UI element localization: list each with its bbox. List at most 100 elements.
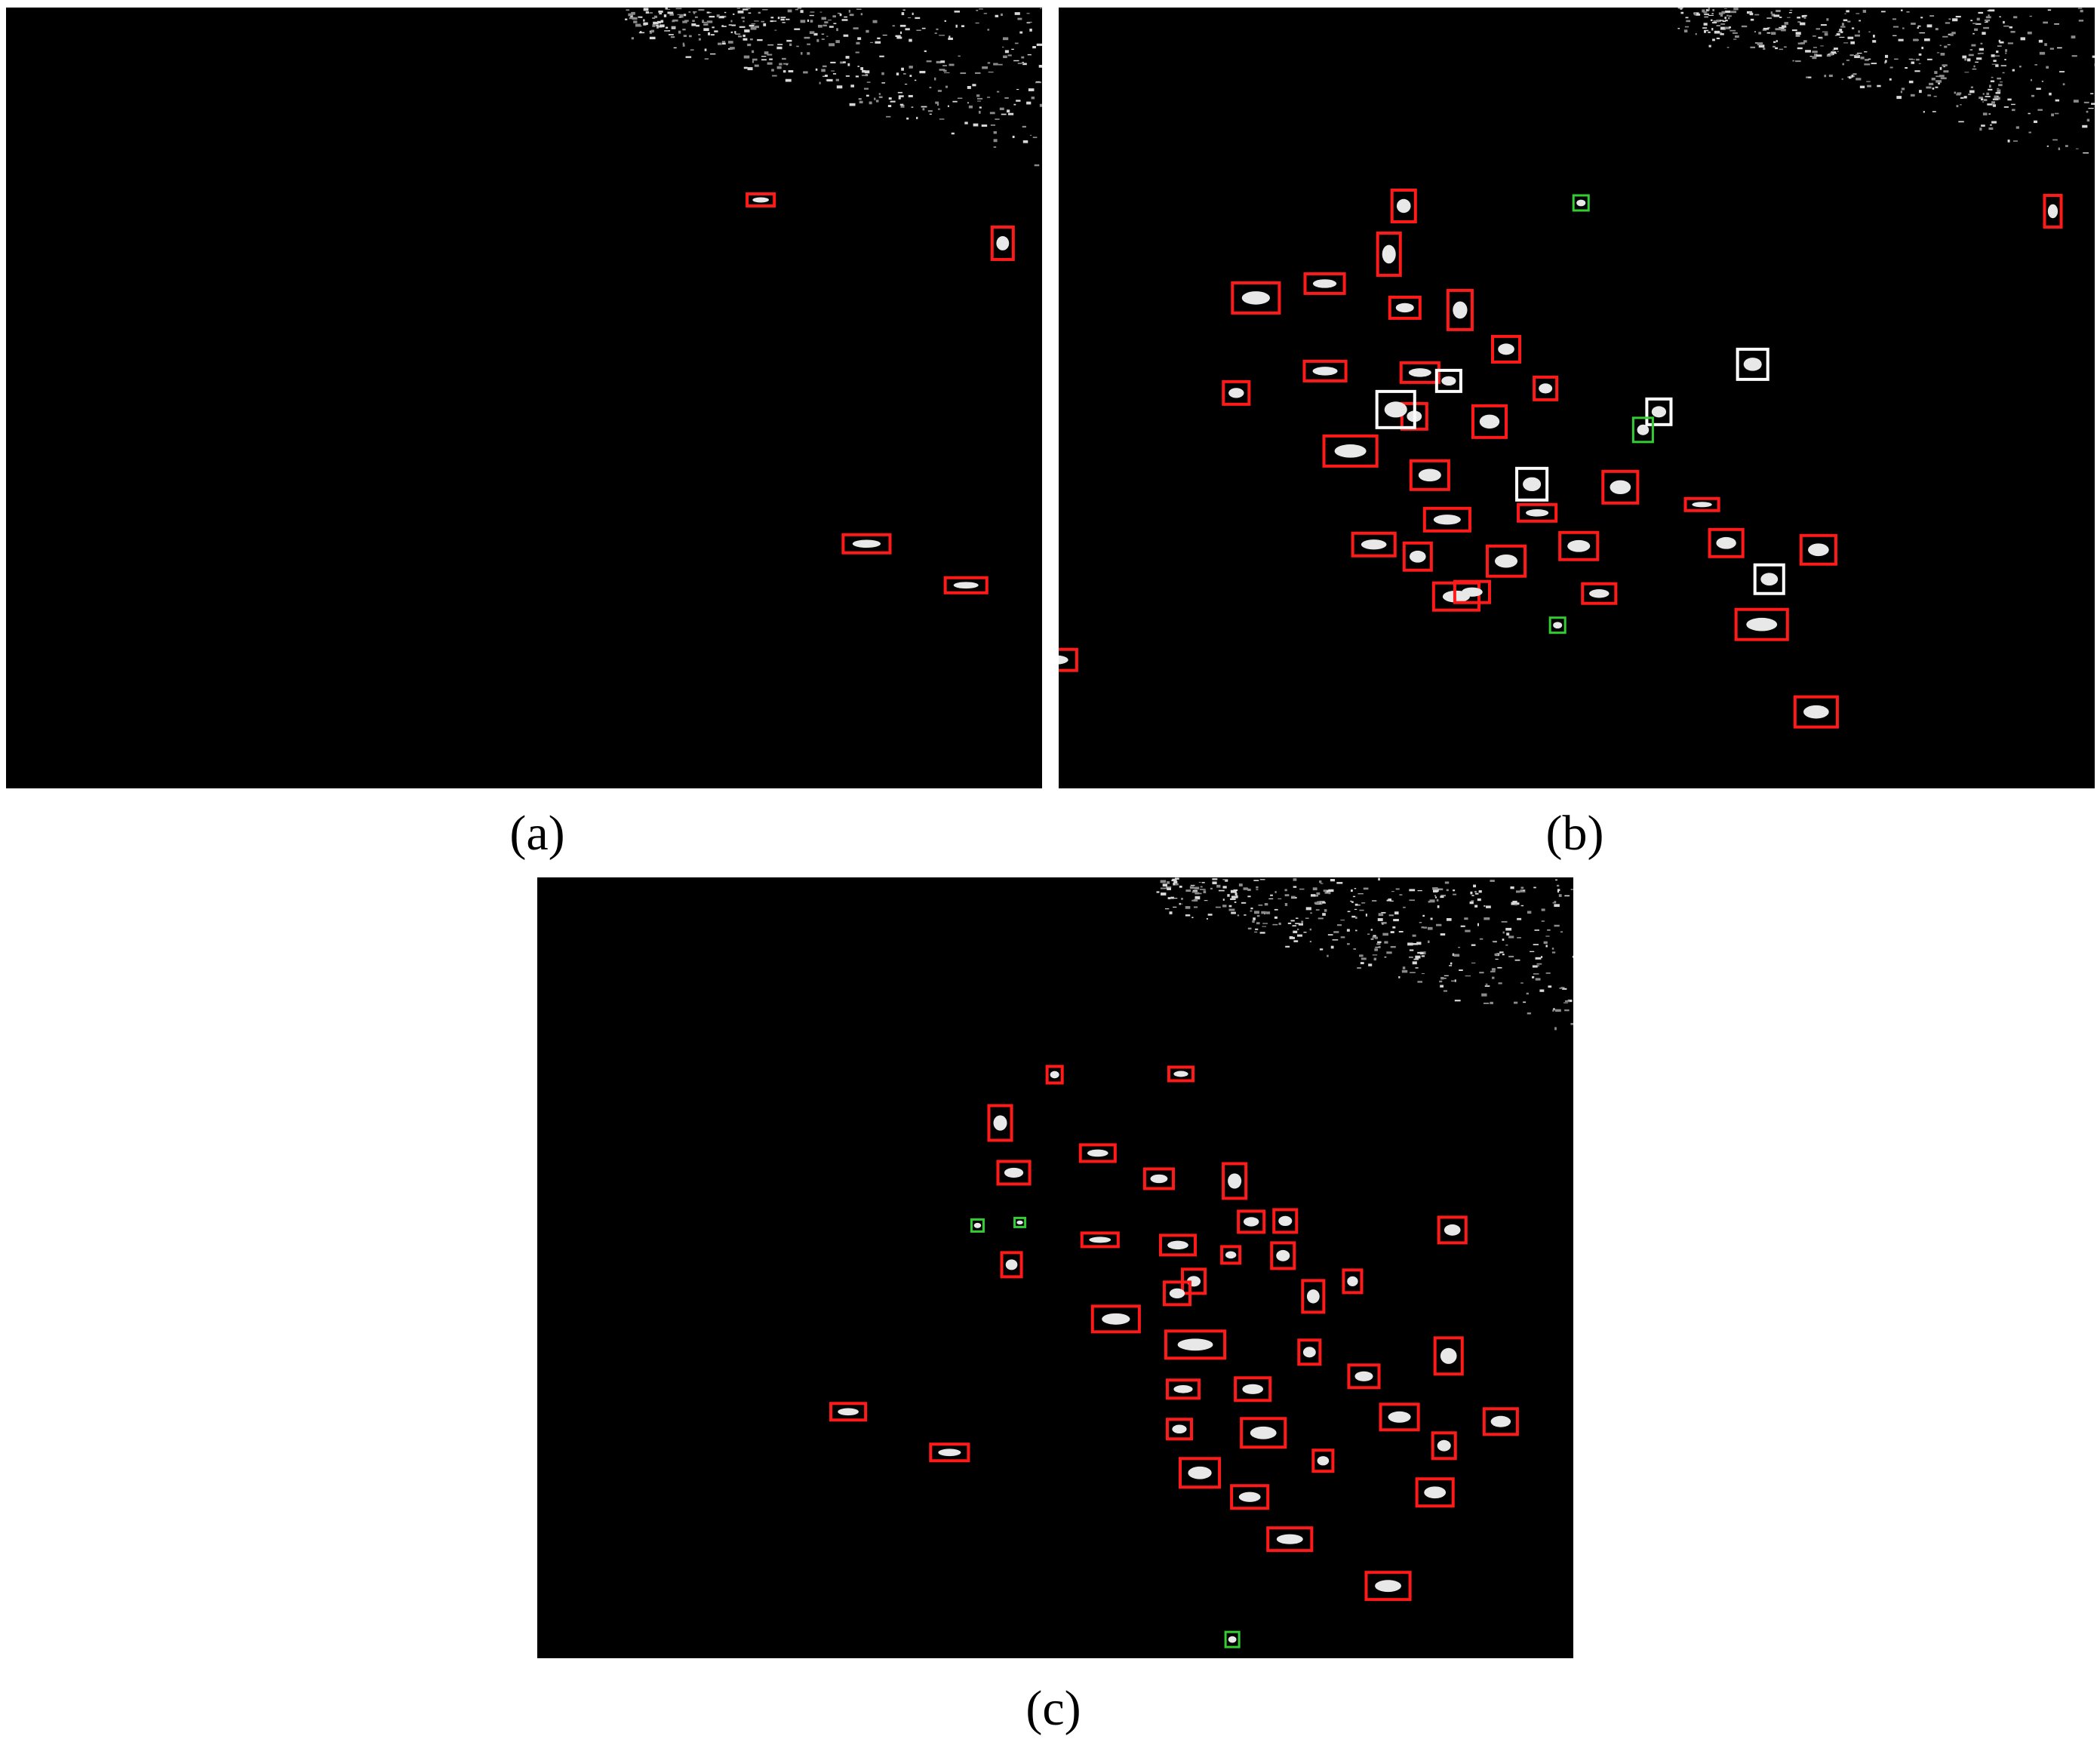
detection-box xyxy=(1453,579,1491,604)
detection-box xyxy=(1272,1208,1299,1234)
clutter-speck xyxy=(1336,882,1343,884)
clutter-speck xyxy=(1194,886,1200,889)
clutter-speck xyxy=(1956,94,1961,96)
clutter-speck xyxy=(1173,883,1177,886)
clutter-speck xyxy=(652,17,656,19)
clutter-speck xyxy=(1973,65,1975,68)
detection-box xyxy=(1220,1245,1242,1265)
clutter-speck xyxy=(1261,911,1266,914)
clutter-speck xyxy=(789,43,792,47)
clutter-speck xyxy=(1003,55,1007,58)
target-blob xyxy=(973,1222,982,1228)
clutter-speck xyxy=(822,24,827,27)
clutter-speck xyxy=(752,50,755,54)
clutter-speck xyxy=(2005,52,2007,54)
detection-box xyxy=(1059,647,1078,672)
clutter-speck xyxy=(1185,906,1191,909)
clutter-speck xyxy=(1991,101,1995,104)
clutter-speck xyxy=(915,17,921,20)
clutter-speck xyxy=(935,101,939,104)
detection-box xyxy=(1297,1338,1322,1366)
clutter-speck xyxy=(1894,58,1899,60)
clutter-speck xyxy=(948,37,953,40)
clutter-speck xyxy=(703,28,709,32)
clutter-speck xyxy=(1846,60,1850,61)
clutter-speck xyxy=(1351,889,1353,892)
clutter-speck xyxy=(2055,99,2060,102)
clutter-speck xyxy=(1988,88,1993,91)
clutter-speck xyxy=(1960,104,1962,106)
clutter-speck xyxy=(1848,76,1852,79)
clutter-speck xyxy=(1724,26,1731,29)
clutter-speck xyxy=(1982,32,1986,35)
clutter-speck xyxy=(888,97,892,100)
clutter-speck xyxy=(1032,137,1038,138)
clutter-speck xyxy=(1415,955,1421,959)
clutter-speck xyxy=(809,31,815,35)
clutter-speck xyxy=(1911,61,1915,64)
clutter-speck xyxy=(999,107,1004,110)
clutter-speck xyxy=(1543,941,1548,945)
clutter-speck xyxy=(1484,905,1486,907)
clutter-speck xyxy=(1716,25,1720,27)
clutter-speck xyxy=(1997,89,2001,93)
clutter-speck xyxy=(1324,909,1327,912)
target-blob xyxy=(1808,543,1829,557)
clutter-speck xyxy=(1696,14,1701,16)
clutter-speck xyxy=(1902,27,1905,29)
clutter-speck xyxy=(1354,888,1357,889)
clutter-speck xyxy=(878,93,881,95)
clutter-speck xyxy=(1703,11,1708,14)
clutter-speck xyxy=(1541,956,1543,958)
clutter-speck xyxy=(1726,47,1730,48)
clutter-speck xyxy=(1233,889,1238,892)
clutter-speck xyxy=(739,26,746,28)
clutter-speck xyxy=(2027,31,2032,35)
clutter-speck xyxy=(879,55,884,57)
clutter-speck xyxy=(631,11,635,15)
clutter-speck xyxy=(2019,65,2022,68)
clutter-speck xyxy=(1201,882,1205,883)
clutter-speck xyxy=(1564,895,1570,897)
clutter-speck xyxy=(1320,883,1324,884)
detection-box xyxy=(1399,361,1440,384)
clutter-speck xyxy=(849,103,856,106)
target-blob xyxy=(1050,1071,1059,1079)
clutter-speck xyxy=(1523,1001,1527,1003)
clutter-speck xyxy=(1979,127,1982,131)
clutter-speck xyxy=(1716,37,1720,39)
target-blob xyxy=(1173,1071,1188,1077)
clutter-speck xyxy=(1990,124,1992,126)
clutter-speck xyxy=(693,11,696,14)
clutter-speck xyxy=(864,70,870,74)
clutter-speck xyxy=(747,43,752,47)
clutter-speck xyxy=(2059,71,2065,72)
clutter-speck xyxy=(1001,113,1007,115)
clutter-speck xyxy=(1259,879,1265,880)
clutter-speck xyxy=(853,27,859,29)
clutter-speck xyxy=(1557,889,1560,892)
clutter-speck xyxy=(1039,103,1042,107)
clutter-speck xyxy=(1917,25,1921,27)
clutter-speck xyxy=(1374,948,1379,951)
clutter-speck xyxy=(1440,976,1444,980)
clutter-speck xyxy=(836,85,843,89)
clutter-speck xyxy=(2062,83,2065,86)
clutter-speck xyxy=(754,64,759,67)
clutter-speck xyxy=(1477,923,1479,926)
clutter-speck xyxy=(1996,97,2000,100)
clutter-speck xyxy=(1969,90,1975,94)
clutter-speck xyxy=(1409,899,1416,902)
clutter-speck xyxy=(1896,96,1902,100)
clutter-speck xyxy=(1314,902,1321,905)
clutter-speck xyxy=(831,70,835,72)
clutter-speck xyxy=(776,46,783,50)
clutter-speck xyxy=(1256,914,1260,917)
detection-box xyxy=(746,192,776,207)
clutter-speck xyxy=(1032,46,1036,49)
clutter-speck xyxy=(1718,12,1723,15)
clutter-speck xyxy=(750,26,757,30)
clutter-speck xyxy=(821,69,826,72)
detection-box xyxy=(990,225,1015,261)
clutter-speck xyxy=(1784,46,1787,48)
